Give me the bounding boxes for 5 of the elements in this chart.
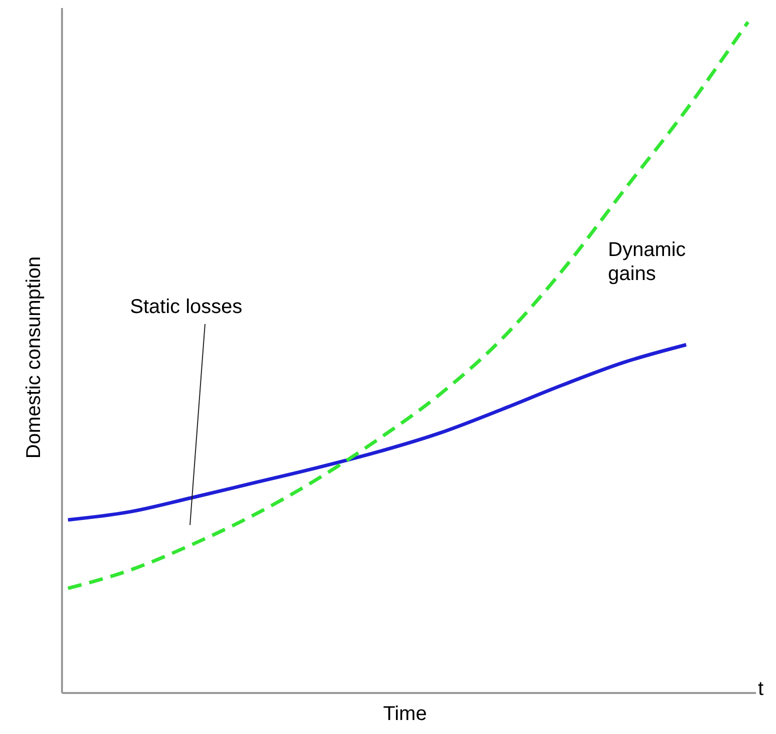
y-axis-title: Domestic consumption bbox=[23, 256, 45, 459]
annotation: Static losses bbox=[130, 296, 242, 318]
text: t bbox=[758, 678, 764, 700]
annotation: Dynamic gains bbox=[608, 239, 686, 285]
x-axis-title: Time bbox=[383, 703, 427, 725]
